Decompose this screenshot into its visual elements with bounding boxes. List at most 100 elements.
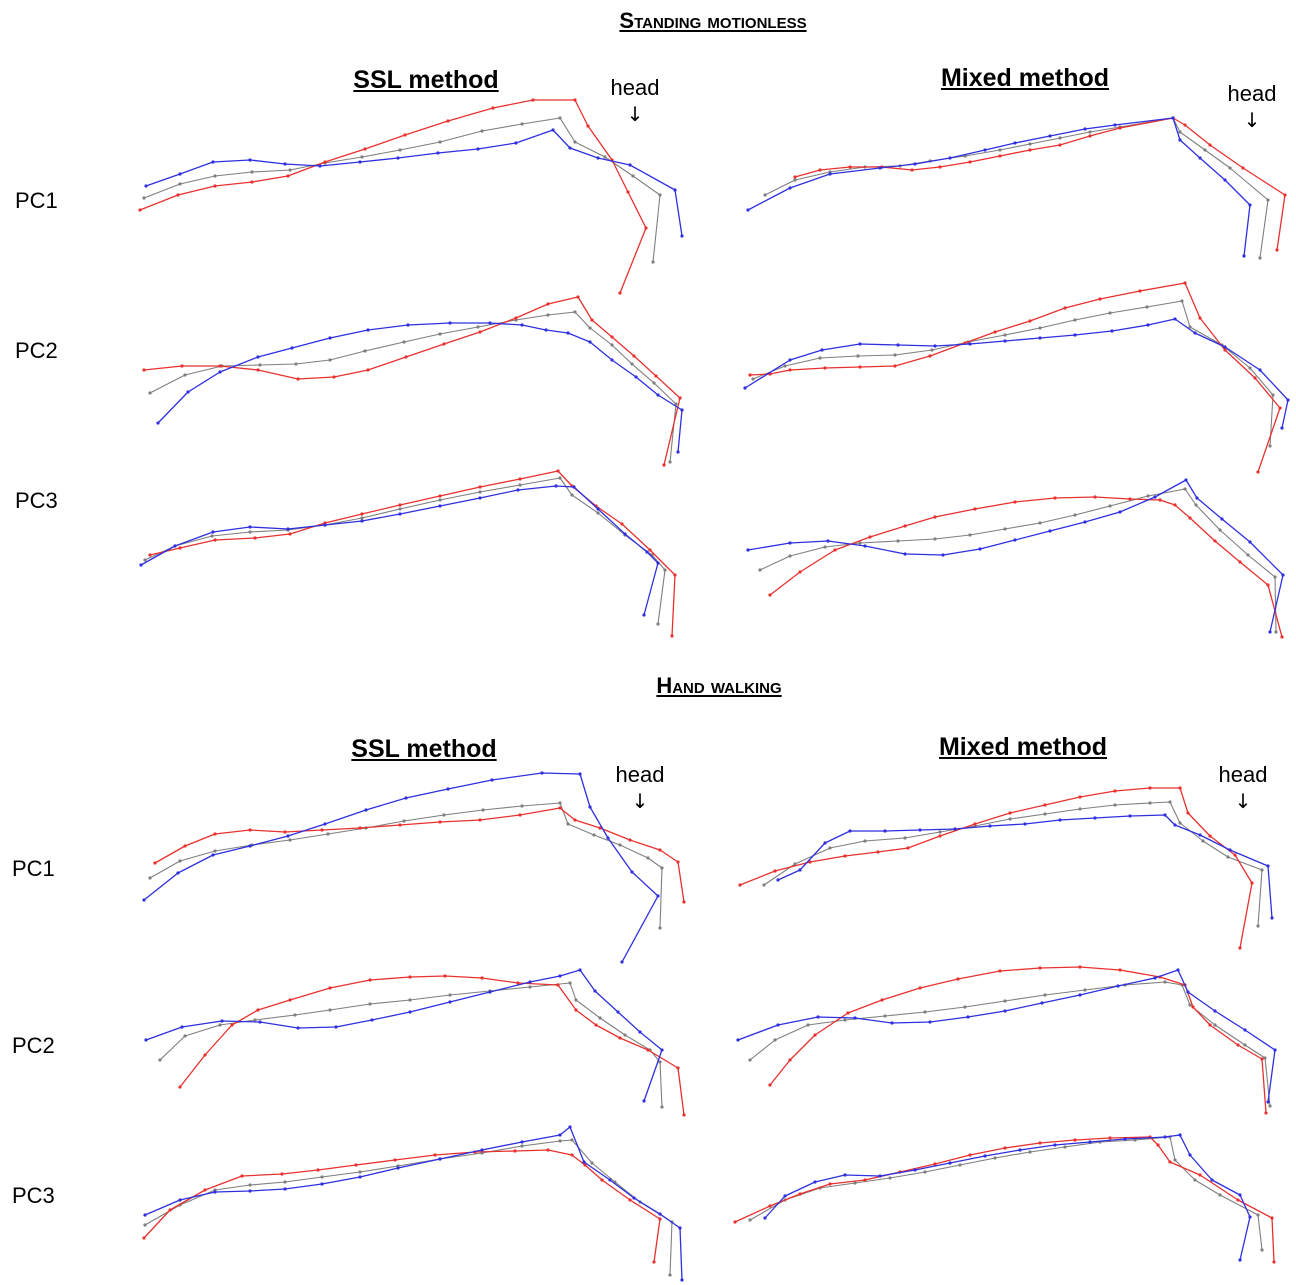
spine-joint-mean [478,490,482,494]
spine-joint-minus [408,1010,412,1014]
spine-joint-minus [488,990,492,994]
spine-joint-mean [573,310,577,314]
spine-joint-mean [213,849,217,853]
spine-joint-plus [880,998,884,1002]
spine-joint-mean [1188,1003,1192,1007]
spine-joint-mean [963,1005,967,1009]
spine-joint-mean [558,801,562,805]
spine-joint-mean [588,326,592,330]
spine-joint-minus [540,771,544,775]
spine-joint-minus [144,1038,148,1042]
spine-joint-minus [630,870,634,874]
spine-joint-minus [480,1148,484,1152]
spine-joint-plus [938,165,942,169]
spine-joint-mean [828,846,832,850]
pc-label-2-standing: PC2 [15,338,58,363]
spine-joint-minus [858,342,862,346]
spine-joint-mean [1073,513,1077,517]
spine-joint-plus [676,860,680,864]
spine-joint-mean [668,460,672,464]
spine-joint-mean [853,1181,857,1185]
spine-joint-plus [658,1217,662,1221]
head-label-ssl-walking: head [615,762,665,787]
spine-joint-mean [793,178,797,182]
spine-joint-mean [674,402,678,406]
spine-joint-plus [316,1168,320,1172]
spine-joint-mean [402,819,406,823]
spine-joint-minus [788,358,792,362]
spine-joint-mean [823,545,827,549]
spine-joint-plus [1270,1216,1274,1220]
spine-joint-minus [588,805,592,809]
spine-joint-minus [1270,916,1274,920]
spine-line-plus [749,282,1281,473]
spine-joint-minus [448,1000,452,1004]
spine-joint-minus [211,530,215,534]
spine-joint-minus [632,1196,636,1200]
spine-joint-mean [748,1218,752,1222]
spine-joint-plus [203,1188,207,1192]
spine-joint-minus [1238,1193,1242,1197]
head-label-ssl-standing: head [610,75,660,100]
spine-joint-minus [1163,1135,1167,1139]
spine-joint-minus [139,563,143,567]
spine-joint-plus [998,154,1002,158]
spine-joint-minus [568,146,572,150]
spine-joint-mean [993,1156,997,1160]
spine-joint-minus [256,355,260,359]
spine-joint-plus [738,883,742,887]
spine-joint-minus [398,512,402,516]
spine-joint-minus [680,408,684,412]
spine-joint-minus [616,1010,620,1014]
spine-joint-plus [768,1204,772,1208]
spine-joint-minus [1093,816,1097,820]
spine-joint-mean [1274,630,1278,634]
spine-joint-mean [1008,817,1012,821]
spine-joint-mean [933,537,937,541]
spine-joint-mean [668,1273,672,1277]
spine-joint-mean [1260,868,1264,872]
spine-joint-plus [813,1033,817,1037]
spine-line-minus [777,814,1273,919]
spine-joint-minus [436,151,440,155]
spine-line-minus [764,1134,1251,1261]
spine-joint-plus [858,365,862,369]
spine-joint-minus [1163,813,1167,817]
spine-joint-plus [1013,500,1017,504]
spine-joint-mean [1038,521,1042,525]
spine-line-plus [139,99,647,294]
spine-joint-plus [648,548,652,552]
spine-line-mean [144,477,666,625]
spine-joint-minus [788,186,792,190]
spine-joint-plus [1156,1143,1160,1147]
spine-joint-plus [478,485,482,489]
spine-joint-minus [404,796,408,800]
spine-joint-minus [438,504,442,508]
spine-line-mean [159,982,663,1108]
spine-joint-minus [406,323,410,327]
spine-line-mean [752,300,1274,447]
spine-joint-mean [923,1010,927,1014]
spine-joint-plus [1186,811,1190,815]
spine-joint-plus [1108,1136,1112,1140]
spine-joint-plus [678,396,682,400]
spine-joint-mean [568,981,572,985]
spine-joint-plus [288,998,292,1002]
spine-joint-minus [676,450,680,454]
spine-joint-plus [478,818,482,822]
spine-joint-mean [1088,130,1092,134]
spine-joint-minus [798,868,802,872]
spine-joint-minus [863,544,867,548]
spine-joint-minus [1003,1009,1007,1013]
spine-joint-minus [1220,517,1224,521]
spine-joint-plus [1093,495,1097,499]
spine-joint-mean [360,155,364,159]
spine-joint-mean [573,140,577,144]
spine-joint-mean [893,353,897,357]
spine-joint-minus [1013,141,1017,145]
spine-joint-minus [1281,573,1285,577]
spine-joint-plus [1003,1146,1007,1150]
spine-joint-minus [776,878,780,882]
spine-line-mean [143,117,661,263]
